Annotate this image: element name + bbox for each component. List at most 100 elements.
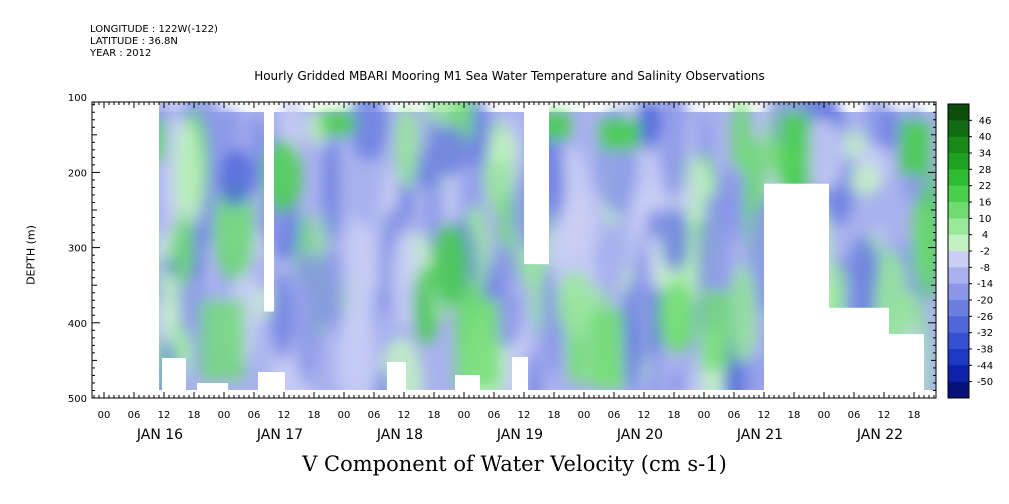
x-tick-label: 06 <box>368 410 381 421</box>
x-tick-label: 00 <box>338 410 351 421</box>
field-cell <box>879 105 900 152</box>
colorbar-swatch <box>948 316 969 334</box>
heatmap-field <box>92 102 936 398</box>
field-cell <box>658 102 689 200</box>
field-cell <box>703 191 744 222</box>
field-cell <box>394 105 420 188</box>
field-cell <box>213 180 256 281</box>
x-tick-label: 00 <box>698 410 711 421</box>
x-day-label: JAN 18 <box>376 427 423 443</box>
x-tick-label: 06 <box>848 410 861 421</box>
chart-title: Hourly Gridded MBARI Mooring M1 Sea Wate… <box>254 69 765 83</box>
x-tick-label: 12 <box>758 410 771 421</box>
y-tick-label: 300 <box>68 244 87 255</box>
colorbar-swatch <box>948 104 969 121</box>
x-tick-label: 12 <box>638 410 651 421</box>
field-cell <box>802 117 846 191</box>
x-tick-label: 00 <box>98 410 111 421</box>
x-tick-label: 18 <box>788 410 801 421</box>
x-tick-label: 18 <box>308 410 321 421</box>
field-cell <box>900 120 930 175</box>
field-cell <box>292 247 321 385</box>
gap-before-start <box>104 102 159 398</box>
field-cell <box>748 353 764 398</box>
colorbar-swatch <box>948 169 969 187</box>
colorbar-swatch <box>948 251 969 268</box>
field-cell <box>322 131 340 244</box>
x-tick-label: 12 <box>158 410 171 421</box>
field-cell <box>912 201 934 288</box>
field-cell <box>171 214 195 285</box>
x-tick-label: 12 <box>278 410 291 421</box>
colorbar-swatch <box>948 267 969 285</box>
colorbar-swatch <box>948 153 969 170</box>
gap-notch <box>906 372 916 398</box>
variable-title: V Component of Water Velocity (cm s-1) <box>302 452 727 476</box>
x-tick-label: 18 <box>188 410 201 421</box>
colorbar-label: -44 <box>977 361 993 372</box>
field-cell <box>431 223 469 307</box>
field-cell <box>729 264 758 364</box>
colorbar-label: -2 <box>980 247 990 258</box>
gap-jan21 <box>764 183 829 398</box>
colorbar-swatch <box>948 381 969 399</box>
colorbar-label: -14 <box>977 279 993 290</box>
x-day-label: JAN 20 <box>616 427 663 443</box>
colorbar-label: 28 <box>979 165 992 176</box>
field-cell <box>320 112 355 135</box>
colorbar-label: 34 <box>979 149 992 160</box>
field-cell <box>657 280 696 353</box>
field-cell <box>313 249 344 326</box>
field-cell <box>200 300 245 380</box>
colorbar-swatch <box>948 136 969 154</box>
y-tick-label: 500 <box>68 394 87 405</box>
gap-notch <box>140 380 152 398</box>
field-cell <box>270 274 293 361</box>
colorbar-swatch <box>948 202 969 219</box>
gap-notch <box>455 375 480 398</box>
field-cell <box>661 205 690 273</box>
gap-notch <box>512 357 528 398</box>
x-day-label: JAN 19 <box>496 427 543 443</box>
x-tick-label: 18 <box>428 410 441 421</box>
colorbar-swatch <box>948 300 969 317</box>
x-day-label: JAN 17 <box>256 427 303 443</box>
latitude-label: LATITUDE : 36.8N <box>90 36 178 47</box>
y-tick-label: 400 <box>68 319 87 330</box>
colorbar-label: -32 <box>977 328 993 339</box>
longitude-label: LONGITUDE : 122W(-122) <box>90 24 218 35</box>
year-label: YEAR : 2012 <box>90 48 152 59</box>
y-tick-label: 100 <box>68 93 87 104</box>
gap-notch <box>162 358 186 398</box>
y-tick-label: 200 <box>68 168 87 179</box>
colorbar-swatch <box>948 283 969 301</box>
gap-notch <box>387 362 406 398</box>
field-cell <box>214 107 243 149</box>
field-cell <box>174 121 203 232</box>
gap-jan17-early <box>264 102 274 312</box>
x-tick-label: 06 <box>128 410 141 421</box>
field-cell <box>429 125 469 177</box>
colorbar-label: -20 <box>977 296 993 307</box>
x-tick-label: 18 <box>548 410 561 421</box>
x-tick-label: 06 <box>608 410 621 421</box>
field-cell <box>590 310 625 388</box>
x-tick-label: 00 <box>578 410 591 421</box>
colorbar-label: 16 <box>979 198 992 209</box>
field-cell <box>866 102 883 149</box>
x-tick-label: 06 <box>248 410 261 421</box>
field-cell <box>389 206 408 235</box>
field-cell <box>349 102 388 161</box>
x-day-label: JAN 22 <box>856 427 903 443</box>
x-tick-label: 06 <box>488 410 501 421</box>
colorbar-label: 46 <box>979 116 992 127</box>
field-cell <box>840 130 868 160</box>
colorbar-label: 4 <box>982 230 988 241</box>
field-cell <box>555 270 595 335</box>
field-cell <box>636 228 650 360</box>
field-cell <box>455 300 500 388</box>
x-tick-label: 18 <box>668 410 681 421</box>
colorbar-label: 10 <box>979 214 992 225</box>
colorbar-label: 40 <box>979 132 992 143</box>
